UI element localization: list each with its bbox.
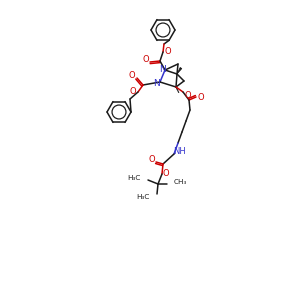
Polygon shape	[177, 68, 182, 74]
Text: N: N	[159, 64, 165, 74]
Text: O: O	[149, 155, 155, 164]
Text: O: O	[198, 92, 204, 101]
Text: O: O	[129, 71, 135, 80]
Text: NH: NH	[172, 148, 185, 157]
Text: H₃C: H₃C	[128, 175, 141, 181]
Text: CH₃: CH₃	[174, 179, 188, 185]
Text: O: O	[165, 47, 171, 56]
Text: O: O	[185, 91, 191, 100]
Text: O: O	[143, 56, 149, 64]
Text: N: N	[154, 79, 160, 88]
Text: H₃C: H₃C	[136, 194, 150, 200]
Text: O: O	[163, 169, 169, 178]
Text: O: O	[130, 88, 136, 97]
